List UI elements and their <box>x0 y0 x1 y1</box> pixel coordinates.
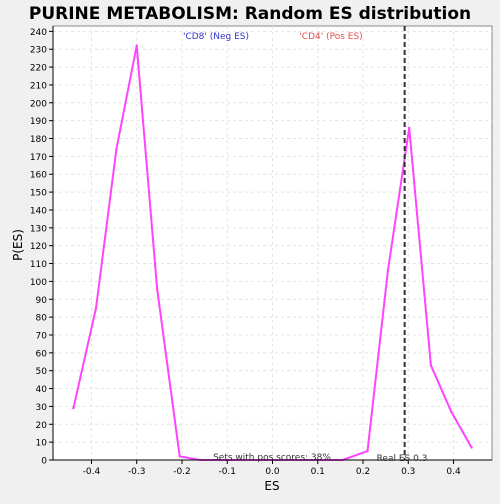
x-tick-label: -0.2 <box>173 467 191 477</box>
x-tick-label: 0.4 <box>446 467 461 477</box>
data-point <box>135 44 138 47</box>
y-tick-label: 10 <box>36 439 48 449</box>
data-point <box>94 306 98 310</box>
y-tick-label: 40 <box>36 385 48 395</box>
y-tick-label: 150 <box>30 189 47 199</box>
y-tick-label: 0 <box>41 457 47 467</box>
y-tick-label: 210 <box>30 81 47 91</box>
data-point <box>115 148 118 151</box>
y-tick-label: 80 <box>36 314 48 324</box>
y-tick-label: 90 <box>36 296 48 306</box>
neg-es-label: 'CD8' (Neg ES) <box>183 32 249 42</box>
y-tick-label: 230 <box>30 46 47 56</box>
data-point <box>429 364 433 367</box>
axes: 0 10 20 30 40 50 60 70 80 90 100 110 120 130 140 150 160… <box>30 26 492 477</box>
y-tick-label: 20 <box>36 421 48 431</box>
x-tick-label: -0.4 <box>83 467 101 477</box>
real-es-label: Real ES 0.3 <box>377 454 428 464</box>
data-point <box>386 269 390 272</box>
y-tick-label: 140 <box>30 206 47 216</box>
y-tick-label: 190 <box>30 117 47 127</box>
data-point <box>450 410 453 413</box>
y-tick-label: 60 <box>36 349 48 359</box>
y-tick-label: 240 <box>30 28 47 38</box>
x-tick-label: 0.0 <box>265 467 280 477</box>
data-point <box>366 449 369 453</box>
pos-scores-label: Sets with pos scores: 38% <box>213 453 331 463</box>
y-tick-label: 200 <box>30 99 47 109</box>
y-axis-label: P(ES) <box>11 229 25 261</box>
x-tick-label: -0.1 <box>218 467 236 477</box>
data-point <box>72 407 75 410</box>
data-point <box>470 446 473 449</box>
x-axis-label: ES <box>264 479 279 493</box>
x-tick-label: 0.1 <box>311 467 325 477</box>
data-point <box>178 455 181 458</box>
y-tick-label: 120 <box>30 242 47 252</box>
x-tick-label: 0.2 <box>356 467 370 477</box>
x-tick-label: 0.3 <box>401 467 415 477</box>
y-tick-label: 220 <box>30 64 47 74</box>
y-tick-label: 110 <box>30 260 47 270</box>
y-tick-label: 30 <box>36 403 48 413</box>
data-point <box>155 287 159 290</box>
y-tick-label: 100 <box>30 278 47 288</box>
y-tick-label: 50 <box>36 367 48 377</box>
y-tick-label: 170 <box>30 153 47 163</box>
y-tick-label: 160 <box>30 171 47 181</box>
pos-es-label: 'CD4' (Pos ES) <box>299 32 362 42</box>
chart-title: PURINE METABOLISM: Random ES distributio… <box>29 4 471 24</box>
y-tick-label: 180 <box>30 135 47 145</box>
x-tick-label: -0.3 <box>128 467 146 477</box>
y-tick-label: 130 <box>30 224 47 234</box>
y-tick-label: 70 <box>36 331 48 341</box>
data-point <box>407 126 411 130</box>
